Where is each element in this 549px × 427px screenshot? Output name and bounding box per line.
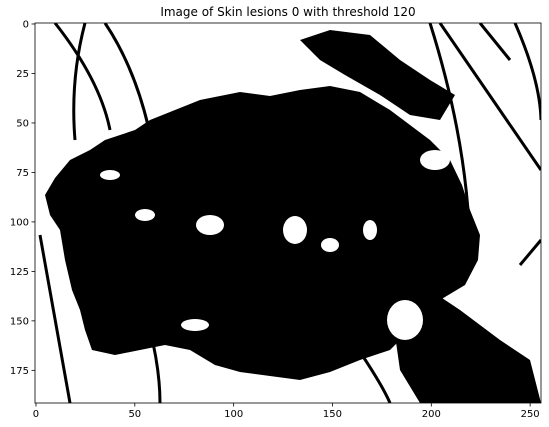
x-tick-label: 100 — [224, 409, 243, 420]
x-tick-label: 0 — [33, 409, 39, 420]
y-tick-label: 75 — [16, 168, 29, 179]
image — [35, 23, 541, 403]
y-tick-label: 50 — [16, 118, 29, 129]
chart-title: Image of Skin lesions 0 with threshold 1… — [160, 5, 415, 19]
y-tick-label: 0 — [23, 19, 29, 30]
y-tick-label: 175 — [10, 366, 29, 377]
y-tick-label: 25 — [16, 69, 29, 80]
y-tick-label: 100 — [10, 217, 29, 228]
x-tick-label: 200 — [422, 409, 441, 420]
x-tick-label: 150 — [323, 409, 342, 420]
y-tick-label: 150 — [10, 316, 29, 327]
x-tick-label: 50 — [128, 409, 141, 420]
x-tick-label: 250 — [521, 409, 540, 420]
axes-frame — [34, 22, 542, 404]
y-tick-label: 125 — [10, 267, 29, 278]
